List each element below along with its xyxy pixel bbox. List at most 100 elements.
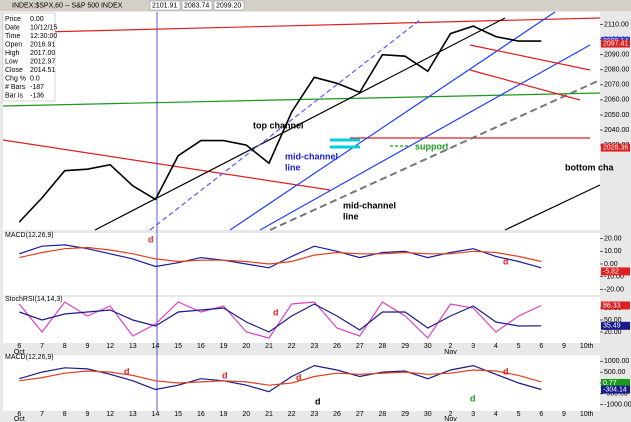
panel-title: StochRSI(14,14,3) bbox=[5, 296, 63, 303]
info-label: Open bbox=[5, 41, 22, 48]
y-tick-label: 1000.00 bbox=[604, 358, 629, 365]
x-tick-label: 6 bbox=[539, 411, 543, 418]
x-tick-label: 10th bbox=[580, 343, 594, 350]
y-tick-label: 2080.00 bbox=[604, 67, 629, 74]
info-label: Bar is bbox=[5, 92, 23, 99]
annotation: support bbox=[415, 141, 449, 151]
quote-box bbox=[149, 0, 181, 11]
last-value: 35.49 bbox=[603, 323, 621, 330]
last-value: 0.77 bbox=[603, 380, 617, 387]
info-value: 2012.97 bbox=[30, 58, 55, 65]
info-label: Price bbox=[5, 16, 21, 23]
x-tick-label: 20 bbox=[242, 411, 250, 418]
info-label: Time bbox=[5, 33, 20, 40]
annotation: d bbox=[273, 307, 279, 317]
last-value: -304.14 bbox=[603, 386, 627, 393]
annotation: d bbox=[470, 393, 476, 403]
trend-lines bbox=[2, 11, 601, 411]
series-line bbox=[19, 303, 542, 333]
x-tick-label: 13 bbox=[129, 343, 137, 350]
x-tick-label: 21 bbox=[265, 343, 273, 350]
x-tick-label: 2 bbox=[449, 343, 453, 350]
x-tick-label: 4 bbox=[494, 343, 498, 350]
annotation: bottom cha bbox=[565, 162, 614, 172]
x-tick-label: 16 bbox=[197, 343, 205, 350]
series-line bbox=[18, 25, 542, 223]
panel-title: MACD(12,26,9) bbox=[5, 354, 54, 361]
chart-header: INDEX:$SPX,60 -- S&P 500 INDEX bbox=[12, 2, 123, 9]
y-tick-label: 2090.00 bbox=[604, 52, 629, 59]
x-tick-label: 3 bbox=[471, 343, 475, 350]
annotation: d bbox=[503, 366, 509, 376]
month-label: Oct bbox=[14, 416, 25, 422]
last-value-box bbox=[601, 267, 630, 276]
y-tick-label: -10.00 bbox=[604, 274, 624, 281]
info-box: Price 0.00 Date 10/12/15 Time 12:30:00 Open 201… bbox=[2, 12, 57, 102]
annotation: d bbox=[315, 396, 321, 406]
info-bg bbox=[2, 12, 56, 102]
info-label: Low bbox=[5, 58, 19, 65]
y-tick-label: 50.00 bbox=[604, 317, 622, 324]
x-tick-label: 9 bbox=[562, 343, 566, 350]
x-tick-label: 30 bbox=[424, 411, 432, 418]
last-value-box bbox=[601, 301, 630, 310]
x-tick-label: 27 bbox=[356, 411, 364, 418]
x-tick-label: 4 bbox=[494, 411, 498, 418]
x-tick-label: 6 bbox=[17, 343, 21, 350]
x-tick-label: 19 bbox=[220, 343, 228, 350]
y-tick-label: 2040.00 bbox=[604, 127, 629, 134]
x-tick-label: 9 bbox=[85, 411, 89, 418]
title-bar bbox=[0, 0, 631, 11]
month-label: Nov bbox=[444, 416, 457, 422]
annotation: d bbox=[296, 372, 302, 382]
last-value-box bbox=[601, 378, 630, 387]
info-value: -187 bbox=[30, 84, 44, 91]
month-label: Nov bbox=[444, 349, 457, 356]
y-tick-label: 2060.00 bbox=[604, 97, 629, 104]
x-tick-label: 13 bbox=[129, 411, 137, 418]
annotation: line bbox=[343, 211, 359, 221]
info-label: Chg % bbox=[5, 75, 26, 82]
annotation: mid-channel bbox=[343, 200, 396, 210]
macd2-panel bbox=[3, 355, 600, 411]
last-value-box bbox=[601, 385, 630, 394]
x-tick-label: 27 bbox=[356, 343, 364, 350]
x-tick-label: 7 bbox=[40, 343, 44, 350]
y-tick-label: -500.00 bbox=[604, 391, 628, 398]
x-tick-label: 8 bbox=[63, 343, 67, 350]
x-tick-label: 20 bbox=[242, 343, 250, 350]
x-tick-label: 2 bbox=[449, 411, 453, 418]
x-tick-label: 16 bbox=[197, 411, 205, 418]
quote: 2101.91 bbox=[152, 2, 177, 9]
annotation: d bbox=[148, 234, 154, 244]
last-value-box bbox=[601, 39, 630, 48]
panel-title: MACD(12,26,9) bbox=[5, 232, 54, 239]
series-line bbox=[19, 244, 542, 269]
stoch-panel bbox=[3, 297, 600, 343]
x-tick-label: 9 bbox=[562, 411, 566, 418]
x-tick-label: 28 bbox=[379, 411, 387, 418]
x-tick-label: 5 bbox=[517, 411, 521, 418]
info-label: Date bbox=[5, 24, 20, 31]
y-tick-label: 2110.00 bbox=[604, 21, 629, 28]
x-tick-label: 9 bbox=[85, 343, 89, 350]
x-tick-label: 15 bbox=[174, 411, 182, 418]
x-tick-label: 12 bbox=[106, 343, 114, 350]
info-label: # Bars bbox=[5, 84, 26, 91]
x-tick-label: 5 bbox=[517, 343, 521, 350]
x-tick-label: 23 bbox=[310, 343, 318, 350]
series-line bbox=[19, 369, 542, 386]
y-tick-label: 20.00 bbox=[604, 329, 622, 336]
last-value-box bbox=[601, 321, 630, 330]
x-tick-label: 30 bbox=[424, 343, 432, 350]
x-tick-label: 22 bbox=[288, 343, 296, 350]
x-tick-label: 10th bbox=[580, 411, 594, 418]
x-tick-label: 6 bbox=[539, 343, 543, 350]
info-value: 10/12/15 bbox=[30, 24, 57, 31]
info-value: 12:30:00 bbox=[30, 33, 57, 40]
quote: 2099.20 bbox=[216, 2, 241, 9]
info-value: 0.0 bbox=[30, 75, 40, 82]
x-tick-label: 6 bbox=[17, 411, 21, 418]
x-tick-label: 14 bbox=[152, 343, 160, 350]
